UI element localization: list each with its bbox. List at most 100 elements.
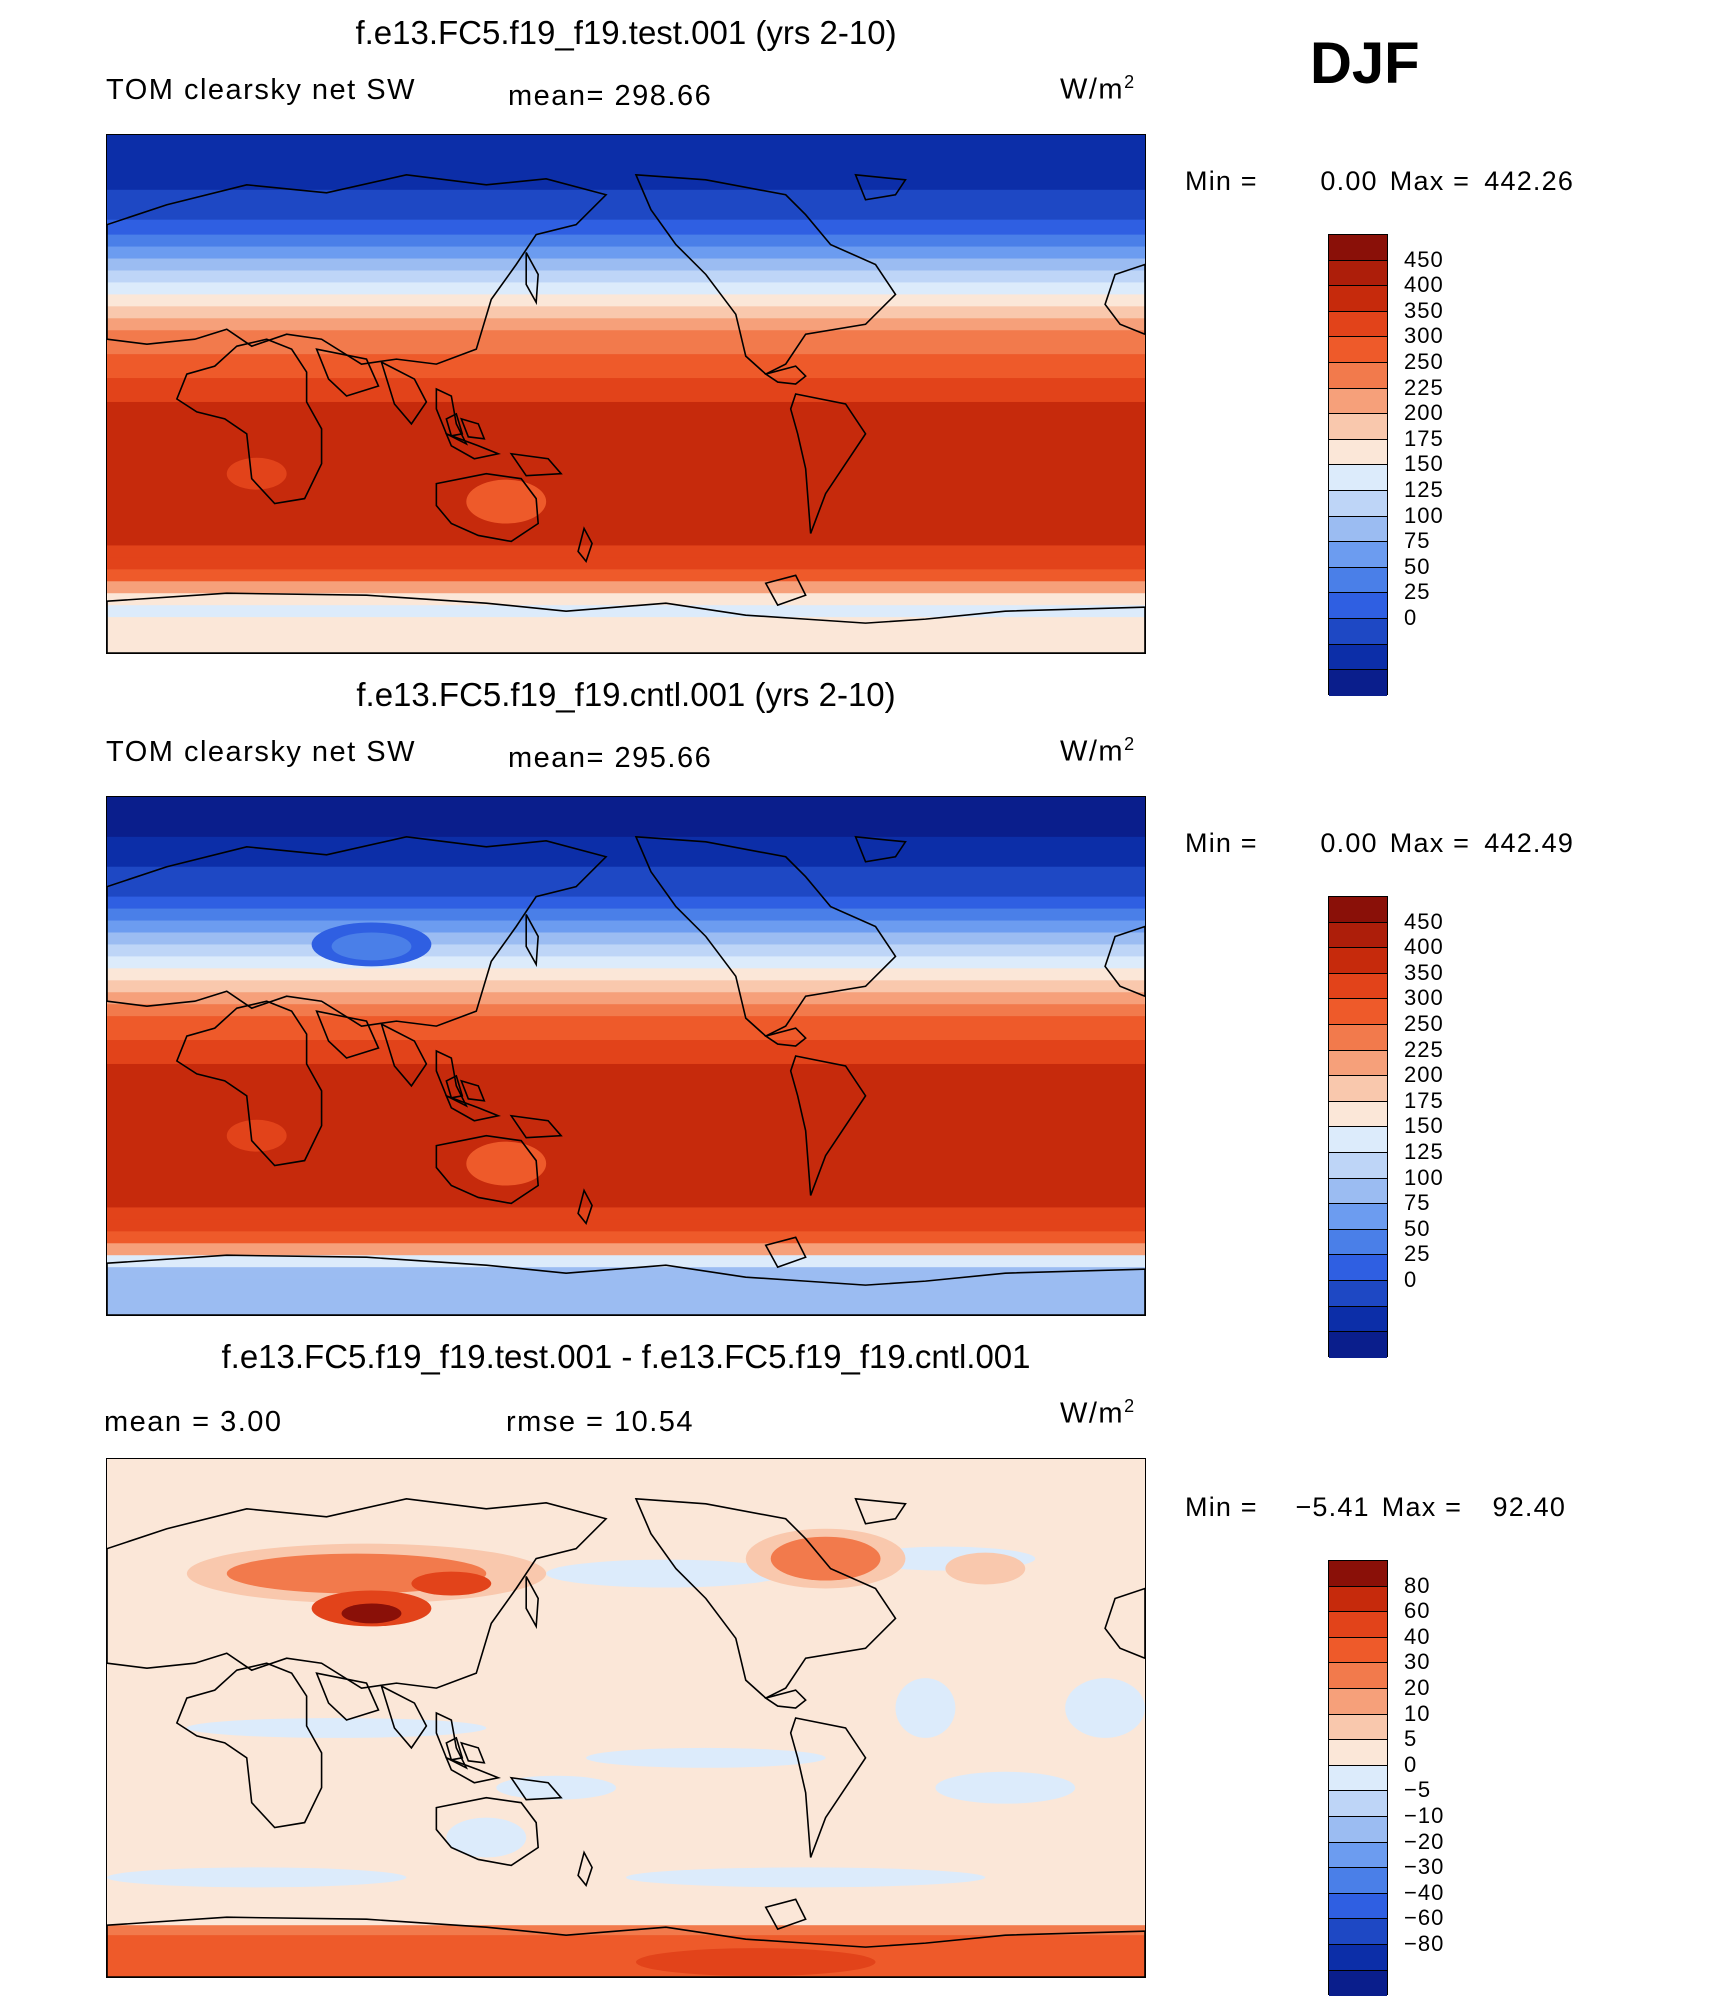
field-band xyxy=(107,1052,1145,1065)
colorbar-tick-label: 250 xyxy=(1404,1011,1444,1037)
colorbar-cell xyxy=(1329,465,1387,491)
colorbar-tick-label: 50 xyxy=(1404,1216,1430,1242)
colorbar-tick-label: 350 xyxy=(1404,298,1444,324)
colorbar-cell xyxy=(1329,1332,1387,1358)
colorbar-cell xyxy=(1329,1179,1387,1205)
field-band xyxy=(107,1207,1145,1220)
colorbar-cell xyxy=(1329,1740,1387,1766)
field-band xyxy=(107,1016,1145,1029)
colorbar-cell xyxy=(1329,568,1387,594)
colorbar-tick-label: 350 xyxy=(1404,960,1444,986)
negative-anomaly xyxy=(496,1776,616,1800)
variable-label: TOM clearsky net SW xyxy=(106,74,416,107)
colorbar-tick-label: −30 xyxy=(1404,1854,1444,1880)
colorbar-cell xyxy=(1329,645,1387,671)
negative-anomaly xyxy=(895,1678,955,1738)
units-label: W/m2 xyxy=(1060,1396,1136,1431)
field-band xyxy=(107,414,1145,427)
mean-label: mean= 298.66 xyxy=(508,80,712,113)
colorbar-tick-label: 200 xyxy=(1404,1062,1444,1088)
positive-anomaly xyxy=(342,1603,402,1623)
colorbar-cell xyxy=(1329,542,1387,568)
field-band xyxy=(107,819,1145,838)
field-band xyxy=(107,522,1145,535)
colorbar-cell xyxy=(1329,1663,1387,1689)
colorbar-cell xyxy=(1329,235,1387,261)
field-band xyxy=(107,617,1145,630)
colorbar-cell xyxy=(1329,286,1387,312)
negative-anomaly xyxy=(446,1818,526,1858)
field-band xyxy=(107,581,1145,594)
colorbar-cell xyxy=(1329,491,1387,517)
panel-title: f.e13.FC5.f19_f19.test.001 (yrs 2-10) xyxy=(0,14,1252,52)
field-band xyxy=(107,498,1145,511)
field-band xyxy=(107,1100,1145,1113)
australia-feature xyxy=(466,1142,546,1186)
colorbar-tick-label: −40 xyxy=(1404,1880,1444,1906)
field-band xyxy=(107,897,1145,910)
mean-label: mean = 3.00 xyxy=(104,1406,283,1439)
field-band xyxy=(107,557,1145,570)
field-band xyxy=(107,956,1145,969)
field-band xyxy=(107,1279,1145,1292)
field-band xyxy=(107,402,1145,415)
antarctic-anomaly xyxy=(107,1935,1145,1977)
colorbar-tick-label: 20 xyxy=(1404,1675,1430,1701)
colorbar-tick-label: 50 xyxy=(1404,554,1430,580)
negative-anomaly xyxy=(1065,1678,1145,1738)
field-band xyxy=(107,1004,1145,1017)
field-band xyxy=(107,569,1145,582)
field-band xyxy=(107,1195,1145,1208)
colorbar-tick-label: −60 xyxy=(1404,1905,1444,1931)
colorbar-tick-label: 25 xyxy=(1404,1241,1430,1267)
colorbar-cell xyxy=(1329,517,1387,543)
field-band xyxy=(107,867,1145,883)
colorbar-tick-label: 400 xyxy=(1404,934,1444,960)
field-band xyxy=(107,135,1145,158)
colorbar-cell xyxy=(1329,1127,1387,1153)
field-band xyxy=(107,1291,1145,1315)
colorbar-tick-label: 175 xyxy=(1404,426,1444,452)
colorbar-cell xyxy=(1329,593,1387,619)
colorbar-tick-label: 10 xyxy=(1404,1701,1430,1727)
colorbar-cell xyxy=(1329,923,1387,949)
units-label: W/m2 xyxy=(1060,734,1136,769)
antarctic-anomaly xyxy=(636,1948,876,1976)
colorbar-cell xyxy=(1329,261,1387,287)
colorbar-tick-label: 150 xyxy=(1404,451,1444,477)
colorbar-cell xyxy=(1329,1971,1387,1996)
colorbar-cell xyxy=(1329,670,1387,696)
field-band xyxy=(107,259,1145,272)
colorbar-cell xyxy=(1329,1843,1387,1869)
field-band xyxy=(107,1076,1145,1089)
field-band xyxy=(107,270,1145,283)
colorbar-cell xyxy=(1329,1561,1387,1587)
colorbar-cell xyxy=(1329,1051,1387,1077)
field-band xyxy=(107,909,1145,922)
colorbar-tick-label: 300 xyxy=(1404,985,1444,1011)
field-band xyxy=(107,992,1145,1005)
colorbar-tick-label: 80 xyxy=(1404,1573,1430,1599)
map-test xyxy=(106,134,1146,654)
colorbar-tick-label: −10 xyxy=(1404,1803,1444,1829)
field-band xyxy=(107,235,1145,248)
field-band xyxy=(107,247,1145,260)
colorbar-cell xyxy=(1329,1025,1387,1051)
colorbar-tick-label: 75 xyxy=(1404,528,1430,554)
field-band xyxy=(107,852,1145,868)
field-band xyxy=(107,190,1145,206)
colorbar xyxy=(1328,896,1388,1357)
colorbar-cell xyxy=(1329,1638,1387,1664)
colorbar-tick-label: 30 xyxy=(1404,1649,1430,1675)
negative-anomaly xyxy=(107,1867,406,1887)
colorbar-cell xyxy=(1329,440,1387,466)
colorbar-tick-label: 400 xyxy=(1404,272,1444,298)
colorbar-tick-label: 225 xyxy=(1404,375,1444,401)
field-band xyxy=(107,921,1145,934)
colorbar xyxy=(1328,1560,1388,1995)
field-band xyxy=(107,932,1145,945)
colorbar-cell xyxy=(1329,999,1387,1025)
season-label: DJF xyxy=(1310,30,1420,97)
colorbar-cell xyxy=(1329,1689,1387,1715)
field-band xyxy=(107,510,1145,523)
